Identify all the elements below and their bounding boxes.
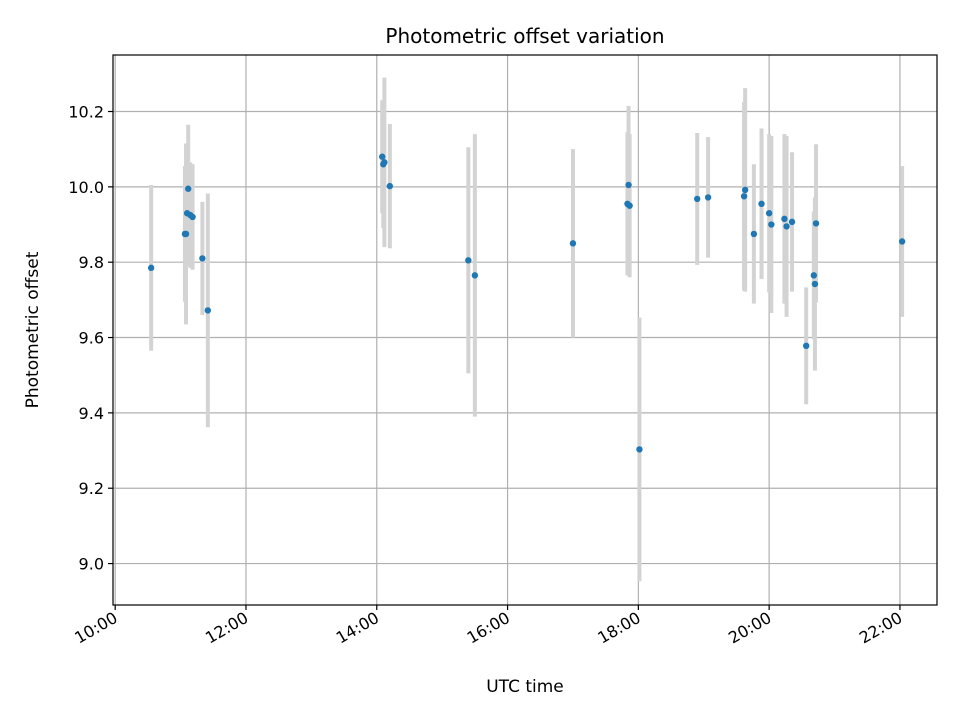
plot-frame bbox=[112, 54, 938, 606]
data-point bbox=[185, 185, 192, 192]
data-point bbox=[783, 223, 790, 230]
x-tick-label: 12:00 bbox=[202, 608, 251, 648]
data-point bbox=[204, 307, 212, 314]
y-tick-label: 9.6 bbox=[79, 329, 104, 348]
y-tick-label: 10.0 bbox=[68, 178, 104, 197]
data-point bbox=[625, 181, 632, 189]
y-axis-ticks: 9.0 9.2 9.4 9.6 9.8 10.0 10.2 bbox=[68, 103, 113, 574]
data-point bbox=[379, 153, 386, 160]
data-point bbox=[704, 194, 712, 201]
y-tick-label: 9.0 bbox=[79, 555, 104, 574]
data-point bbox=[750, 230, 758, 238]
x-tick-label: 22:00 bbox=[856, 608, 905, 648]
error-bars bbox=[149, 77, 905, 582]
data-point bbox=[810, 272, 818, 279]
x-tick-label: 14:00 bbox=[333, 608, 382, 648]
data-point bbox=[803, 342, 810, 350]
data-point bbox=[765, 210, 773, 217]
chart-title: Photometric offset variation bbox=[385, 24, 664, 48]
data-point bbox=[381, 159, 388, 166]
data-point bbox=[465, 257, 472, 264]
y-tick-label: 9.4 bbox=[79, 404, 104, 423]
y-tick-label: 9.8 bbox=[79, 253, 104, 272]
data-point bbox=[626, 202, 633, 209]
data-point bbox=[569, 240, 577, 247]
data-point bbox=[694, 195, 701, 203]
data-point bbox=[768, 221, 775, 228]
data-point bbox=[471, 272, 479, 279]
x-tick-label: 16:00 bbox=[464, 608, 513, 648]
data-point bbox=[147, 264, 155, 272]
data-point bbox=[740, 193, 748, 200]
data-point bbox=[812, 220, 820, 227]
data-point bbox=[636, 446, 643, 453]
y-axis-label: Photometric offset bbox=[23, 251, 43, 408]
data-point bbox=[781, 215, 788, 223]
data-point bbox=[182, 230, 190, 238]
data-point bbox=[898, 238, 906, 245]
y-tick-label: 9.2 bbox=[79, 479, 104, 498]
data-point bbox=[386, 182, 394, 190]
data-points bbox=[147, 153, 906, 453]
data-point bbox=[189, 213, 196, 221]
x-axis-ticks: 10:00 12:00 14:00 16:00 18:00 20:00 22:00 bbox=[71, 605, 905, 648]
data-point bbox=[758, 200, 765, 208]
x-tick-label: 18:00 bbox=[594, 608, 643, 648]
y-tick-label: 10.2 bbox=[68, 103, 104, 122]
data-point bbox=[788, 218, 796, 226]
data-point bbox=[741, 186, 749, 194]
x-tick-label: 10:00 bbox=[71, 608, 120, 648]
x-axis-label: UTC time bbox=[486, 677, 564, 697]
data-point bbox=[199, 255, 206, 262]
x-tick-label: 20:00 bbox=[725, 608, 774, 648]
data-point bbox=[811, 280, 819, 288]
